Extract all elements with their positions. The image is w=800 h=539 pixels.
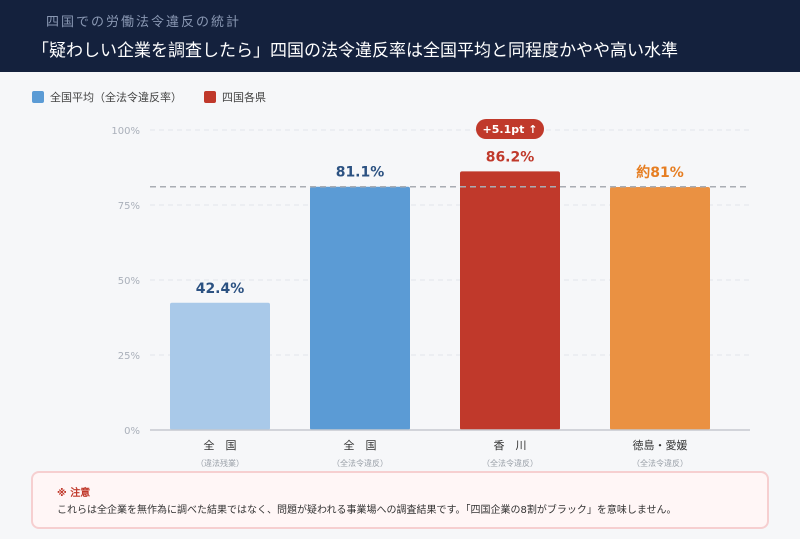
category-sublabel-1: （全法令違反） [332, 458, 388, 468]
page-title: 「疑わしい企業を調査したら」四国の法令違反率は全国平均と同程度かやや高い水準 [32, 41, 678, 61]
legend-label-shikoku: 四国各県 [222, 91, 266, 104]
category-label-3: 徳島・愛媛 [633, 438, 688, 452]
difference-badge-label: +5.1pt ↑ [483, 123, 538, 136]
category-label-2: 香 川 [494, 439, 527, 452]
bar-2 [460, 171, 560, 430]
category-sublabel-0: （違法残業） [196, 458, 244, 468]
chart-legend: 全国平均（全法令違反率） 四国各県 [32, 88, 288, 106]
y-tick-label-50: 50% [118, 276, 140, 287]
value-label-0: 42.4% [196, 281, 245, 297]
note-text: これらは全企業を無作為に調べた結果ではなく、問題が疑われる事業場への調査結果です… [57, 505, 677, 516]
legend-label-national: 全国平均（全法令違反率） [50, 91, 182, 104]
header-banner: 四国での労働法令違反の統計 「疑わしい企業を調査したら」四国の法令違反率は全国平… [0, 0, 800, 72]
bar-3 [610, 187, 710, 430]
caution-note: ※ 注意 これらは全企業を無作為に調べた結果ではなく、問題が疑われる事業場への調… [31, 471, 769, 529]
value-label-2: 86.2% [486, 149, 535, 165]
y-tick-label-75: 75% [118, 201, 140, 212]
category-sublabel-3: （全法令違反） [632, 458, 688, 468]
y-tick-label-0: 0% [124, 426, 140, 437]
y-tick-label-100: 100% [111, 126, 140, 137]
legend-item-shikoku: 四国各県 [204, 89, 266, 105]
note-title: ※ 注意 [57, 488, 91, 499]
legend-swatch-national [32, 91, 44, 103]
difference-badge [476, 119, 544, 139]
y-tick-label-25: 25% [118, 351, 140, 362]
value-label-3: 約81% [636, 164, 684, 181]
legend-item-national: 全国平均（全法令違反率） [32, 89, 182, 105]
bar-0 [170, 302, 270, 430]
category-sublabel-2: （全法令違反） [482, 458, 538, 468]
header-subtitle: 四国での労働法令違反の統計 [46, 15, 242, 30]
value-label-1: 81.1% [336, 165, 385, 181]
category-label-1: 全 国 [344, 438, 377, 452]
bar-chart: 0% 25% 50% 75% 100% 42.4% 81.1% 86.2% 約81% 全 国 （違法… [111, 119, 750, 468]
category-label-0: 全 国 [204, 438, 237, 452]
legend-swatch-shikoku [204, 91, 216, 103]
bar-1 [310, 186, 410, 430]
